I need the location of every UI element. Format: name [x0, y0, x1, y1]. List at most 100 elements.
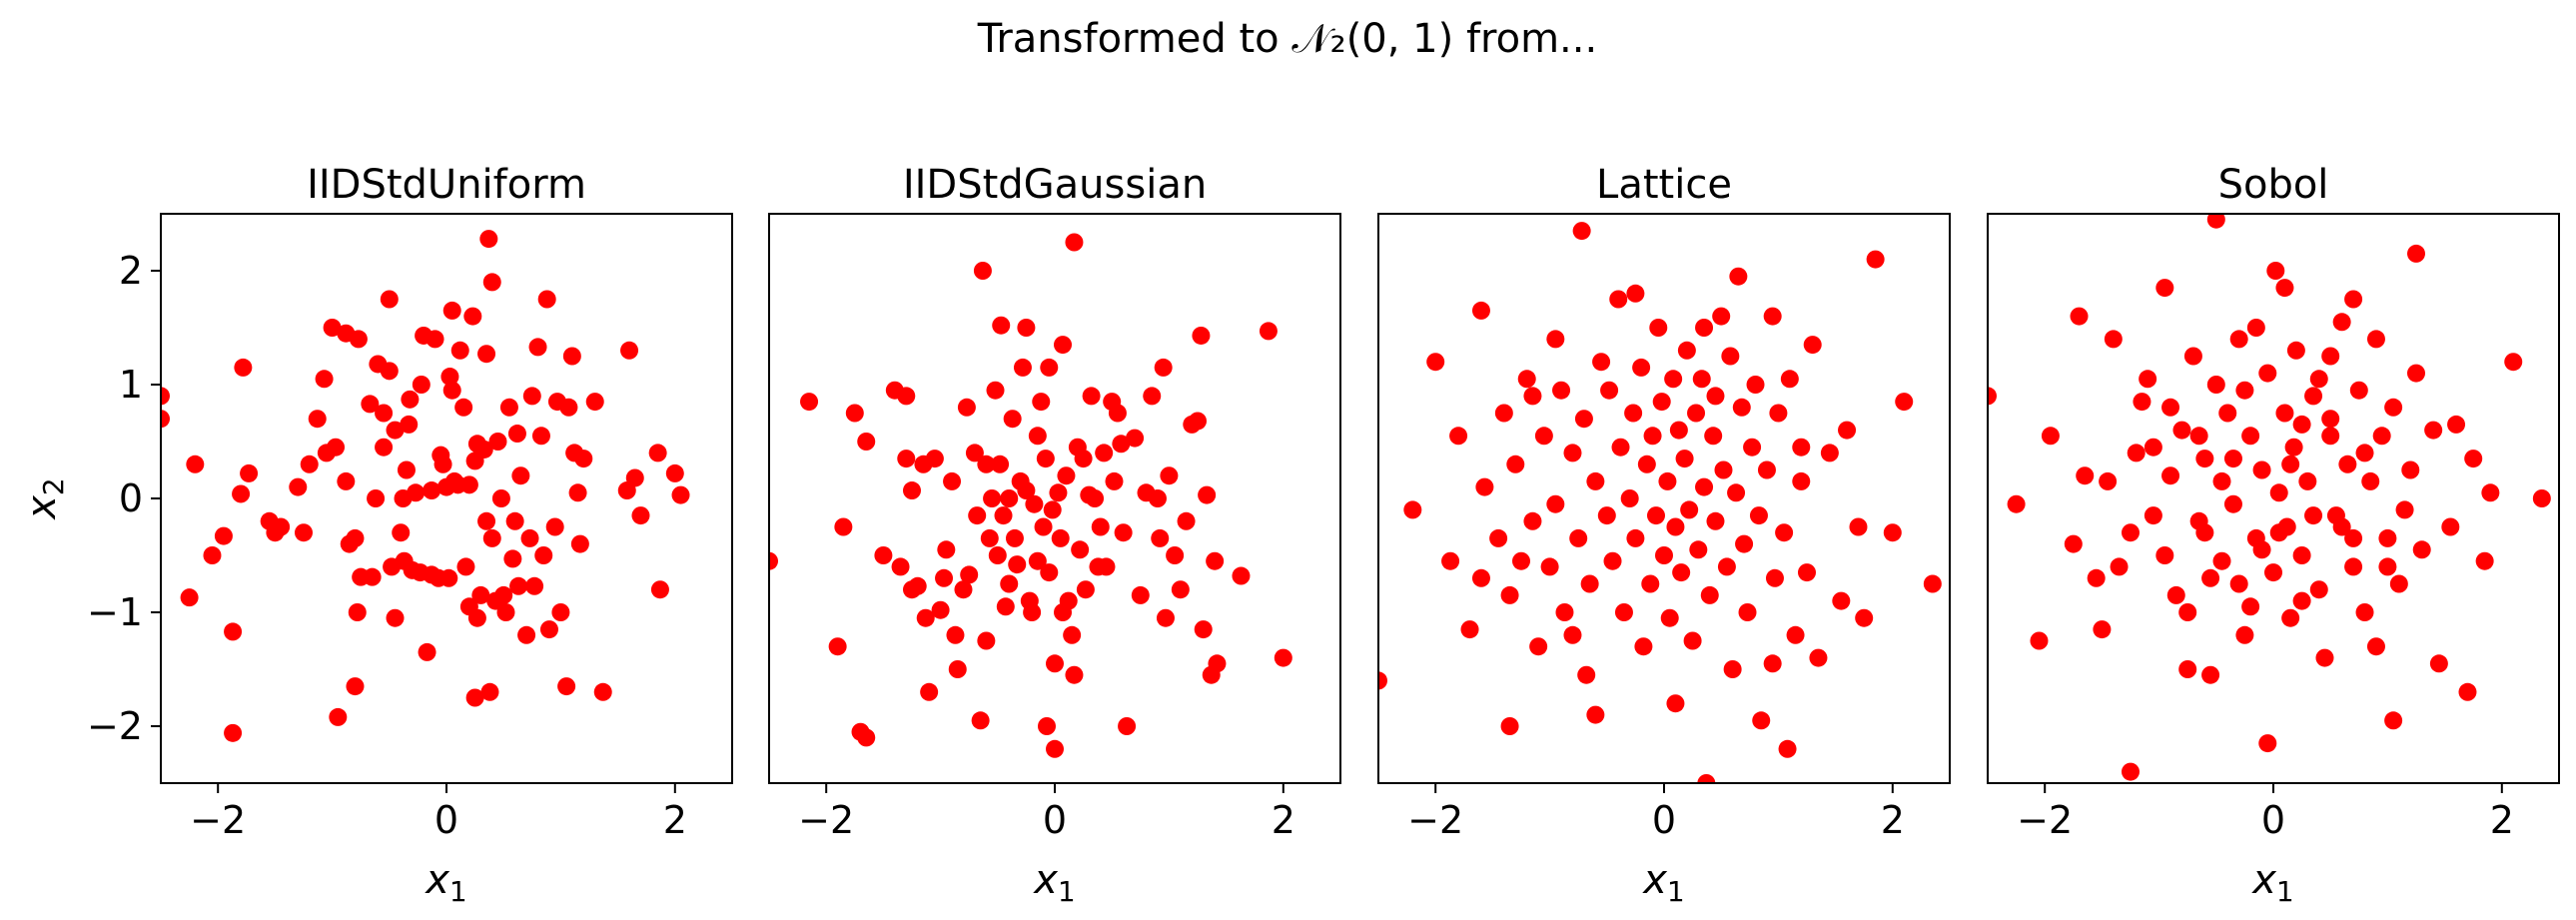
scatter-point	[2338, 455, 2357, 473]
scatter-point	[1046, 739, 1064, 758]
scatter-point	[2212, 471, 2231, 490]
scatter-point	[1206, 551, 1225, 570]
scatter-point	[1695, 319, 1714, 337]
scatter-point	[494, 585, 513, 604]
scatter-point	[1706, 511, 1725, 530]
scatter-point	[1820, 444, 1839, 462]
scatter-point	[180, 588, 199, 607]
panel-title: Sobol	[2218, 162, 2329, 208]
scatter-point	[1046, 654, 1064, 673]
scatter-point	[2161, 398, 2180, 417]
scatter-point	[1475, 477, 1494, 496]
scatter-point	[1778, 739, 1797, 758]
scatter-point	[1449, 427, 1468, 446]
scatter-point	[1706, 387, 1725, 406]
scatter-point	[2110, 557, 2129, 576]
scatter-point	[2201, 568, 2220, 587]
scatter-point	[2189, 427, 2208, 446]
scatter-point	[983, 489, 1002, 507]
scatter-point	[574, 450, 593, 468]
scatter-point	[1071, 540, 1090, 559]
scatter-point	[897, 387, 916, 406]
scatter-point	[2441, 517, 2460, 536]
scatter-point	[1506, 455, 1525, 473]
scatter-point	[2309, 370, 2328, 389]
scatter-point	[828, 637, 847, 656]
scatter-point	[491, 489, 510, 507]
scatter-point	[2266, 262, 2285, 280]
scatter-point	[2332, 517, 2351, 536]
scatter-point	[1160, 466, 1179, 485]
scatter-point	[1194, 620, 1213, 639]
scatter-point	[1028, 427, 1047, 446]
scatter-point	[477, 345, 496, 364]
scatter-point	[1028, 551, 1047, 570]
scatter-point	[467, 608, 486, 627]
scatter-point	[2269, 483, 2288, 502]
scatter-point	[2366, 330, 2385, 349]
scatter-point	[295, 523, 313, 542]
scatter-point	[522, 387, 541, 406]
scatter-point	[2281, 455, 2300, 473]
scatter-point	[1086, 489, 1105, 507]
scatter-point	[507, 425, 526, 444]
scatter-point	[960, 565, 979, 584]
scatter-panel-3: Lattice −2 0 2 x1	[1377, 162, 1951, 908]
scatter-point	[671, 485, 690, 504]
scatter-point	[2229, 574, 2248, 593]
scatter-point	[1512, 551, 1530, 570]
scatter-point	[897, 450, 916, 468]
scatter-point	[2144, 506, 2162, 525]
scatter-point	[1040, 358, 1059, 377]
scatter-point	[2133, 393, 2151, 412]
scatter-point	[1838, 421, 1857, 440]
scatter-point	[1677, 341, 1696, 360]
scatter-point	[520, 528, 539, 547]
scatter-point	[1523, 511, 1542, 530]
plot-frame	[1377, 213, 1951, 784]
scatter-point	[337, 471, 356, 490]
figure-suptitle: Transformed to 𝒩₂(0, 1) from...	[977, 16, 1597, 62]
scatter-point	[1792, 438, 1811, 457]
scatter-point	[2007, 494, 2026, 513]
scatter-point	[2139, 370, 2157, 389]
x-tick-label: 2	[1881, 798, 1905, 842]
scatter-point	[2481, 483, 2500, 502]
scatter-point	[1586, 705, 1605, 724]
scatter-point	[2178, 603, 2197, 621]
scatter-point	[1809, 648, 1828, 667]
scatter-point	[459, 475, 478, 494]
scatter-point	[1065, 665, 1084, 684]
scatter-point	[2349, 381, 2368, 400]
scatter-point	[1603, 551, 1622, 570]
scatter-point	[1192, 326, 1211, 345]
scatter-point	[991, 455, 1010, 473]
scatter-point	[471, 585, 490, 604]
scatter-point	[499, 398, 518, 417]
scatter-point	[2401, 460, 2420, 479]
scatter-point	[593, 682, 612, 701]
scatter-point	[973, 262, 992, 280]
scatter-point	[1757, 460, 1776, 479]
scatter-point	[454, 398, 473, 417]
scatter-point	[1523, 387, 1542, 406]
scatter-point	[1855, 608, 1874, 627]
scatter-point	[2218, 404, 2237, 423]
scatter-point	[2286, 341, 2305, 360]
scatter-panel-4: Sobol −2 0 2 x1	[1987, 162, 2560, 908]
scatter-point	[946, 625, 965, 644]
scatter-point	[1126, 429, 1145, 448]
scatter-point	[2429, 654, 2448, 673]
scatter-point	[2127, 444, 2146, 462]
scatter-point	[2155, 279, 2174, 298]
scatter-point	[327, 438, 346, 457]
scatter-point	[977, 455, 996, 473]
scatter-point	[2284, 438, 2303, 457]
scatter-point	[1118, 717, 1137, 735]
scatter-point	[2504, 353, 2523, 372]
scatter-point	[2206, 376, 2225, 394]
scatter-point	[617, 481, 636, 500]
scatter-point	[2144, 438, 2162, 457]
scatter-point	[1005, 528, 1024, 547]
scatter-point	[1082, 387, 1101, 406]
